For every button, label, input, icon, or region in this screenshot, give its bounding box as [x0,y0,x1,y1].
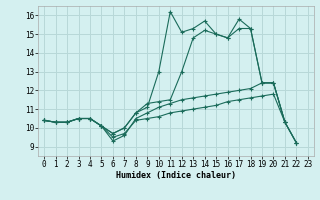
X-axis label: Humidex (Indice chaleur): Humidex (Indice chaleur) [116,171,236,180]
